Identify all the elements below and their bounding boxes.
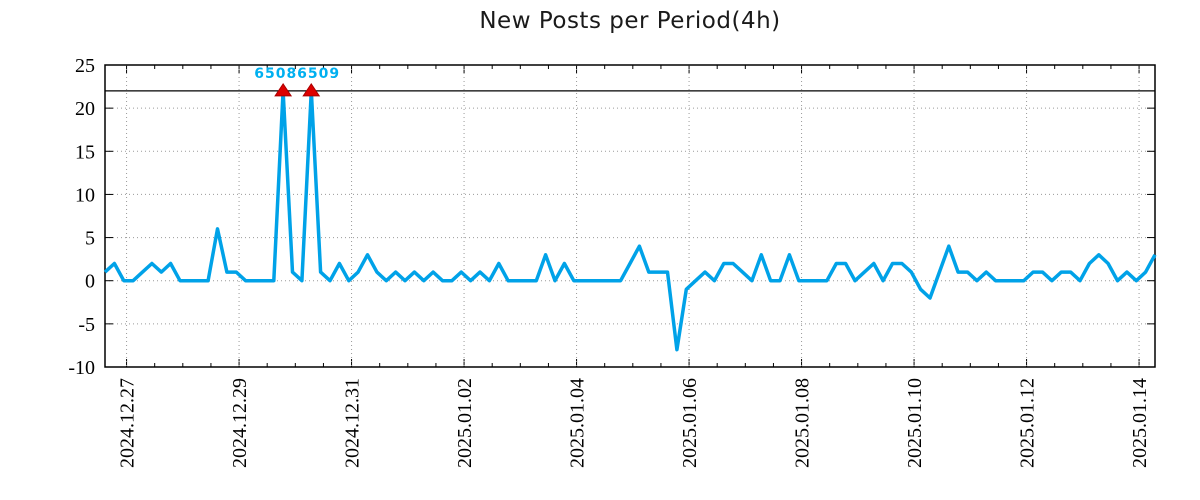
peak-annotation-label: 65086509 — [254, 66, 340, 82]
x-tick-label: 2024.12.27 — [117, 378, 139, 468]
y-tick-label: 20 — [75, 98, 95, 120]
series-line — [103, 89, 1157, 352]
plot-frame — [104, 64, 1156, 368]
x-tick-label: 2024.12.29 — [229, 378, 251, 468]
y-tick-label: 15 — [75, 141, 95, 163]
x-tick-label: 2025.01.12 — [1017, 378, 1039, 468]
y-tick-label: 25 — [75, 55, 95, 77]
x-tick-label: 2025.01.04 — [567, 378, 589, 468]
y-tick-label: 0 — [85, 271, 95, 293]
x-tick-label: 2025.01.10 — [904, 378, 926, 468]
peak-marker-icon — [274, 82, 293, 97]
x-tick-label: 2025.01.02 — [454, 378, 476, 468]
y-tick-label: 5 — [85, 228, 95, 250]
chart-title: New Posts per Period(4h) — [479, 8, 781, 34]
x-tick-label: 2025.01.14 — [1129, 378, 1151, 468]
x-tick-label: 2025.01.08 — [792, 378, 814, 468]
peak-marker-icon — [302, 82, 321, 97]
x-tick-label: 2025.01.06 — [679, 378, 701, 468]
y-tick-label: -5 — [78, 314, 95, 336]
y-tick-label: 10 — [75, 184, 95, 206]
y-tick-label: -10 — [68, 357, 95, 379]
x-tick-label: 2024.12.31 — [342, 378, 364, 468]
